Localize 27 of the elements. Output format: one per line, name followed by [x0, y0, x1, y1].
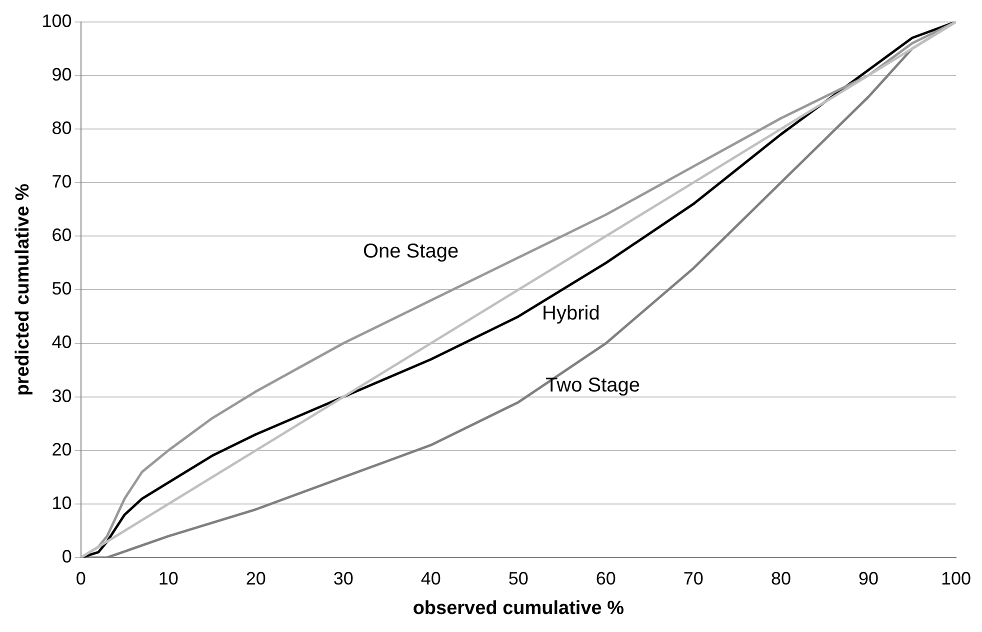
- x-axis-title: observed cumulative %: [412, 598, 624, 619]
- x-tick-label: 80: [770, 568, 791, 588]
- x-tick-label: 50: [508, 568, 528, 588]
- y-tick-label: 30: [52, 386, 72, 406]
- y-tick-label: 80: [52, 118, 72, 138]
- x-tick-label: 40: [420, 568, 441, 588]
- x-tick-label: 90: [858, 568, 878, 588]
- annotation: Two Stage: [546, 374, 640, 397]
- y-tick-label: 20: [52, 439, 72, 460]
- x-tick-label: 20: [246, 568, 266, 588]
- y-tick-label: 100: [42, 10, 72, 31]
- annotation: Hybrid: [542, 302, 600, 324]
- y-tick-label: 10: [52, 492, 72, 513]
- x-tick-label: 10: [158, 568, 178, 588]
- x-tick-label: 0: [76, 568, 86, 588]
- y-tick-label: 50: [52, 278, 72, 299]
- x-tick-label: 70: [683, 568, 704, 588]
- x-tick-label: 60: [596, 568, 616, 588]
- y-tick-label: 60: [52, 225, 72, 246]
- y-tick-label: 90: [52, 64, 72, 84]
- annotation: One Stage: [362, 240, 459, 263]
- y-tick-label: 40: [52, 332, 72, 352]
- y-tick-label: 0: [62, 546, 72, 567]
- y-tick-label: 70: [52, 172, 72, 192]
- x-tick-label: 30: [333, 568, 354, 588]
- y-axis-title: predicted cumulative %: [12, 183, 34, 396]
- x-tick-label: 100: [940, 568, 972, 588]
